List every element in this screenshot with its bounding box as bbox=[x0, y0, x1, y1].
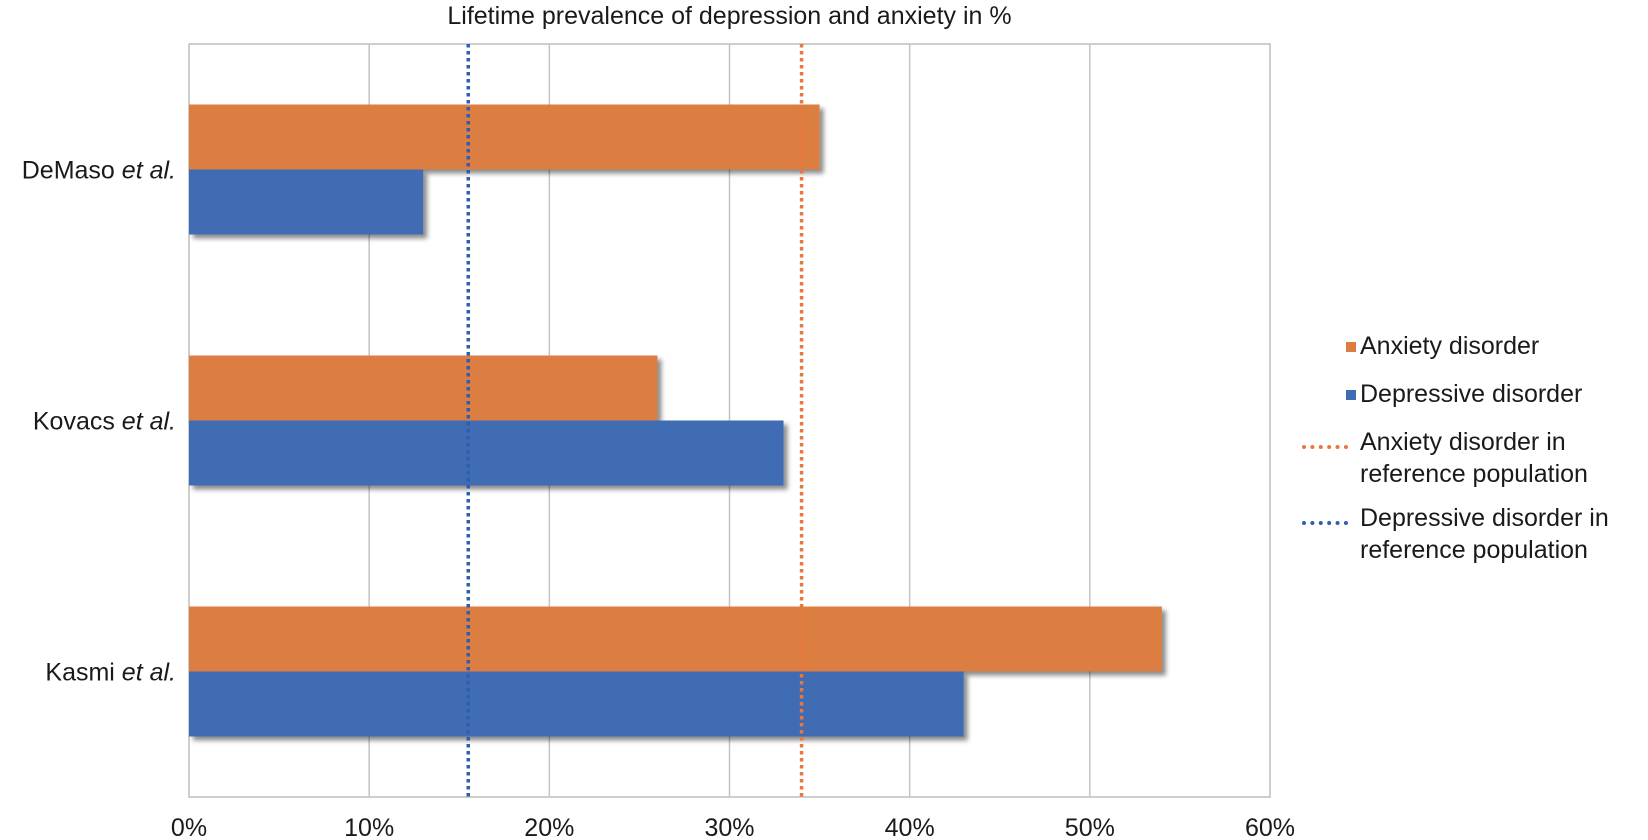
bar-demaso-anxiety bbox=[189, 104, 820, 170]
legend-swatch-anxiety bbox=[1346, 342, 1356, 352]
x-tick-label: 0% bbox=[171, 814, 207, 840]
category-name: Kasmi bbox=[45, 659, 121, 687]
bar-kovacs-depressive bbox=[189, 420, 784, 486]
bar-kasmi-depressive bbox=[189, 671, 964, 737]
legend-swatch-depressive-reference bbox=[1302, 521, 1348, 525]
legend-swatch-depressive bbox=[1346, 390, 1356, 400]
legend-item-anxiety-reference: Anxiety disorder in reference population bbox=[1298, 426, 1643, 502]
category-name: DeMaso bbox=[22, 157, 122, 185]
legend-label-anxiety: Anxiety disorder bbox=[1360, 332, 1540, 360]
bar-kovacs-anxiety bbox=[189, 355, 658, 421]
legend: Anxiety disorder Depressive disorder Anx… bbox=[1298, 330, 1643, 578]
y-category-label: Kasmi et al. bbox=[45, 659, 176, 687]
legend-label-anxiety-reference-line2: reference population bbox=[1360, 460, 1588, 488]
x-tick-label: 10% bbox=[344, 814, 394, 840]
legend-label-depressive-reference-line1: Depressive disorder in bbox=[1360, 504, 1609, 532]
x-tick-label: 30% bbox=[704, 814, 754, 840]
legend-item-anxiety: Anxiety disorder bbox=[1298, 330, 1643, 378]
y-category-label: DeMaso et al. bbox=[22, 157, 176, 185]
category-name: Kovacs bbox=[33, 408, 122, 436]
legend-item-depressive: Depressive disorder bbox=[1298, 378, 1643, 426]
bar-demaso-depressive bbox=[189, 169, 424, 235]
legend-swatch-anxiety-reference bbox=[1302, 445, 1348, 449]
x-tick-label: 60% bbox=[1245, 814, 1295, 840]
legend-item-depressive-reference: Depressive disorder in reference populat… bbox=[1298, 502, 1643, 578]
x-tick-label: 40% bbox=[885, 814, 935, 840]
legend-label-anxiety-reference-line1: Anxiety disorder in bbox=[1360, 428, 1566, 456]
legend-label-depressive: Depressive disorder bbox=[1360, 380, 1583, 408]
bar-kasmi-anxiety bbox=[189, 606, 1162, 672]
chart-title: Lifetime prevalence of depression and an… bbox=[447, 2, 1012, 30]
category-suffix: et al. bbox=[122, 659, 176, 687]
x-tick-label: 50% bbox=[1065, 814, 1115, 840]
category-suffix: et al. bbox=[122, 157, 176, 185]
legend-label-depressive-reference-line2: reference population bbox=[1360, 536, 1588, 564]
y-category-label: Kovacs et al. bbox=[33, 408, 176, 436]
x-tick-label: 20% bbox=[524, 814, 574, 840]
category-suffix: et al. bbox=[122, 408, 176, 436]
